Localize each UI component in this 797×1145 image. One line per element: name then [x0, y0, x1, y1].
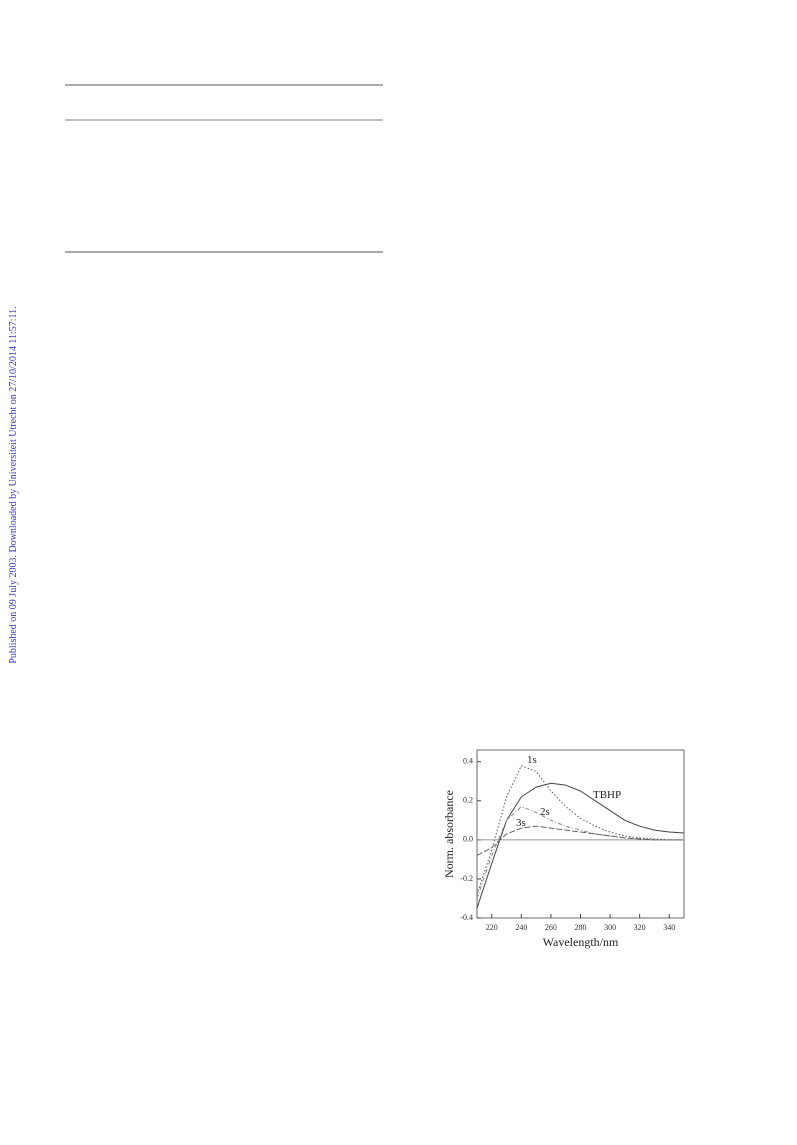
- y-tick-label: 0.4: [463, 757, 473, 766]
- x-tick-label: 280: [575, 923, 587, 932]
- x-tick-label: 220: [486, 923, 498, 932]
- series-label: TBHP: [593, 789, 621, 801]
- x-axis-label: Wavelength/nm: [543, 935, 619, 949]
- y-tick-label: -0.2: [460, 874, 473, 883]
- y-tick-label: -0.4: [460, 913, 473, 922]
- chart: 0.4 0.2 0.0 -0.2 -0.4 220 240 260 280 300 320 340 Wa…: [442, 749, 685, 949]
- y-axis-label: Norm. absorbance: [442, 790, 456, 878]
- series-label: 1s: [527, 754, 537, 766]
- series-line: [476, 782, 685, 909]
- x-tick-label: 260: [545, 923, 557, 932]
- series-line: [476, 765, 684, 895]
- series-line: [476, 806, 684, 899]
- x-tick-label: 340: [663, 923, 675, 932]
- download-note: Published on 09 July 2003. Downloaded by…: [8, 306, 19, 663]
- series-line: [476, 825, 684, 856]
- series-label: 2s: [540, 806, 550, 818]
- y-tick-label: 0.0: [463, 835, 473, 844]
- plot-frame: [476, 749, 685, 919]
- x-tick-label: 320: [634, 923, 646, 932]
- x-tick-label: 300: [604, 923, 616, 932]
- series-label: 3s: [516, 817, 526, 829]
- y-tick-label: 0.2: [463, 796, 473, 805]
- x-tick-label: 240: [515, 923, 527, 932]
